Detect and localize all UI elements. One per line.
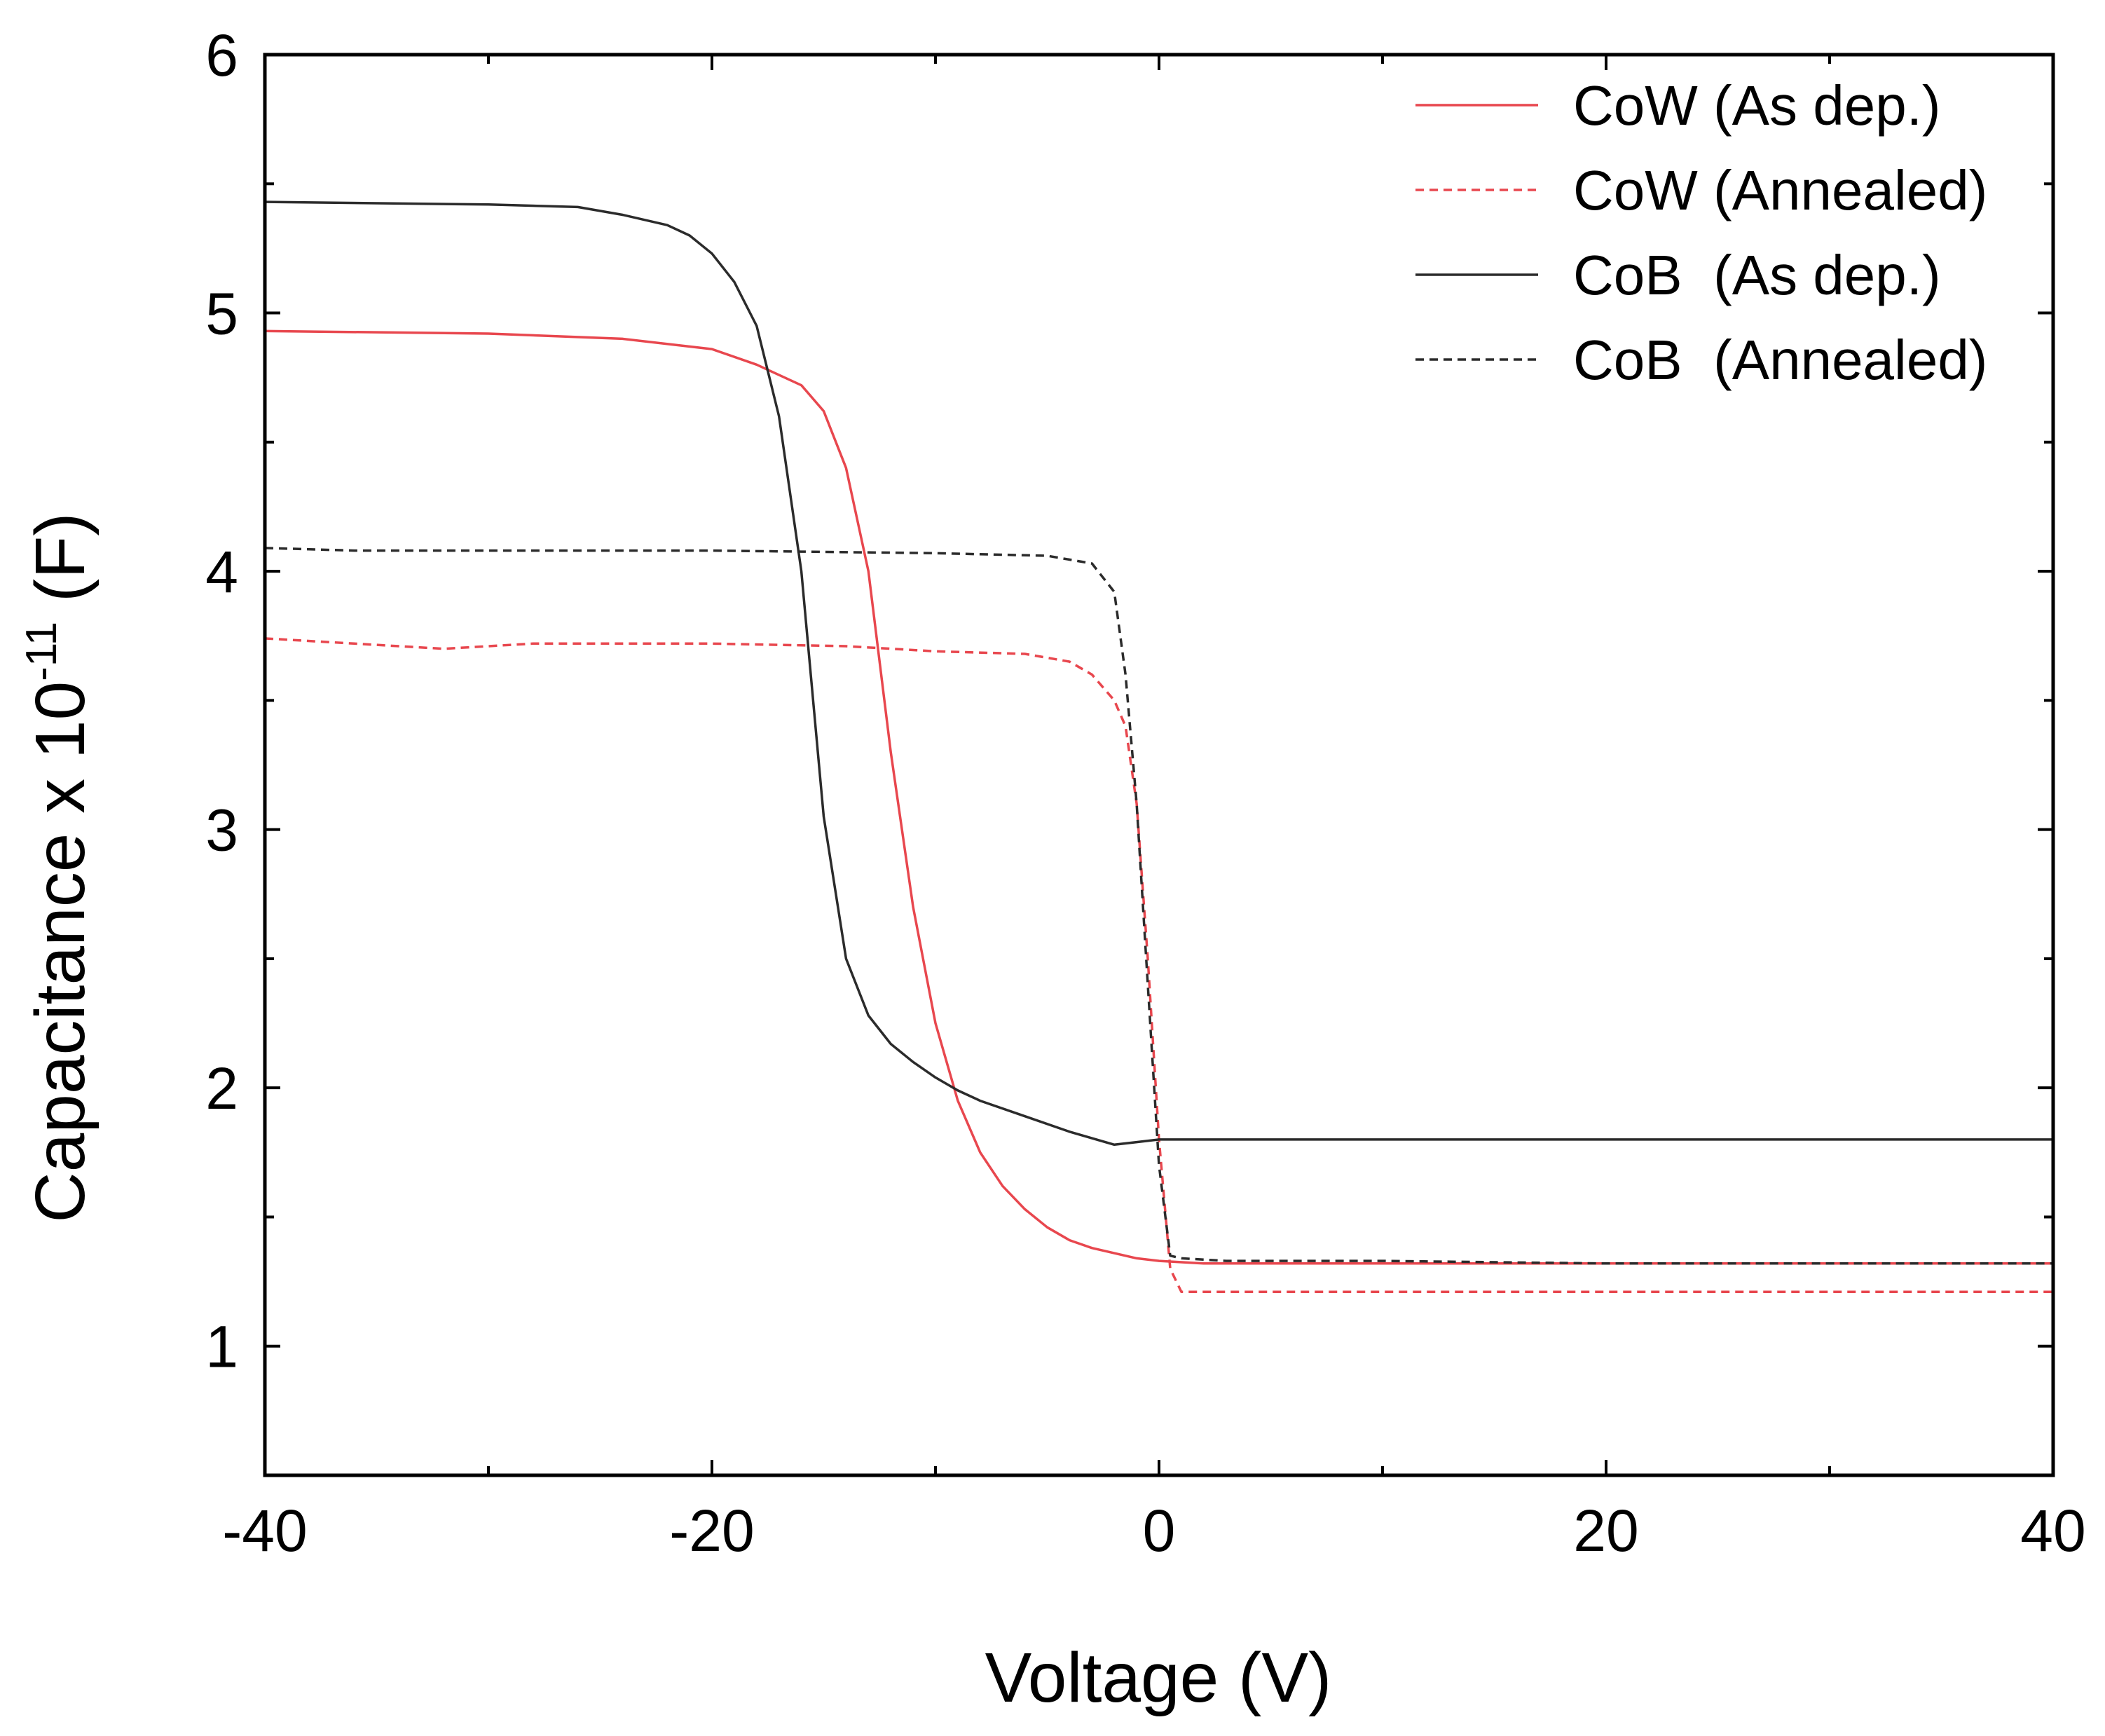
x-tick-label: -40 [222, 1498, 307, 1564]
y-tick-label: 2 [205, 1055, 238, 1121]
y-tick-label: 3 [205, 798, 238, 863]
x-tick-labels: -40 -20 0 20 40 [222, 1498, 2085, 1564]
y-tick-label: 1 [205, 1314, 238, 1380]
series-line-cow-annealed [264, 637, 2053, 1294]
y-axis-title: Capacitance x 10-11 (F) [18, 512, 100, 1222]
y-tick-labels: 1 2 3 4 5 6 [205, 22, 238, 1380]
y-tick-label: 5 [205, 281, 238, 347]
x-tick-label: -20 [669, 1498, 754, 1564]
x-tick-label: 40 [2020, 1498, 2085, 1564]
series-line-cob-annealed [264, 547, 2053, 1265]
legend-label-cob-annealed: CoB (Annealed) [1573, 329, 1987, 391]
series-line-cow-as-dep [264, 329, 2053, 1265]
plot-frame [263, 53, 2055, 1477]
legend-label-cow-annealed: CoW (Annealed) [1573, 159, 1987, 221]
y-axis-title-suffix: (F) [21, 512, 100, 621]
legend-label-cob-as-dep: CoB (As dep.) [1573, 244, 1941, 306]
y-tick-label: 4 [205, 539, 238, 605]
x-tick-label: 0 [1143, 1498, 1176, 1564]
x-tick-label: 20 [1573, 1498, 1638, 1564]
legend-label-cow-as-dep: CoW (As dep.) [1573, 74, 1941, 137]
y-tick-label: 6 [205, 22, 238, 88]
y-axis-title-prefix: Capacitance x 10 [21, 681, 100, 1223]
x-axis-title: Voltage (V) [985, 1639, 1332, 1717]
series-line-cob-as-dep [264, 200, 2053, 1147]
y-axis-title-exponent: -11 [18, 622, 66, 681]
series-layer [264, 200, 2053, 1294]
legend: CoW (As dep.) CoW (Annealed) CoB (As dep.)… [1415, 74, 1987, 391]
